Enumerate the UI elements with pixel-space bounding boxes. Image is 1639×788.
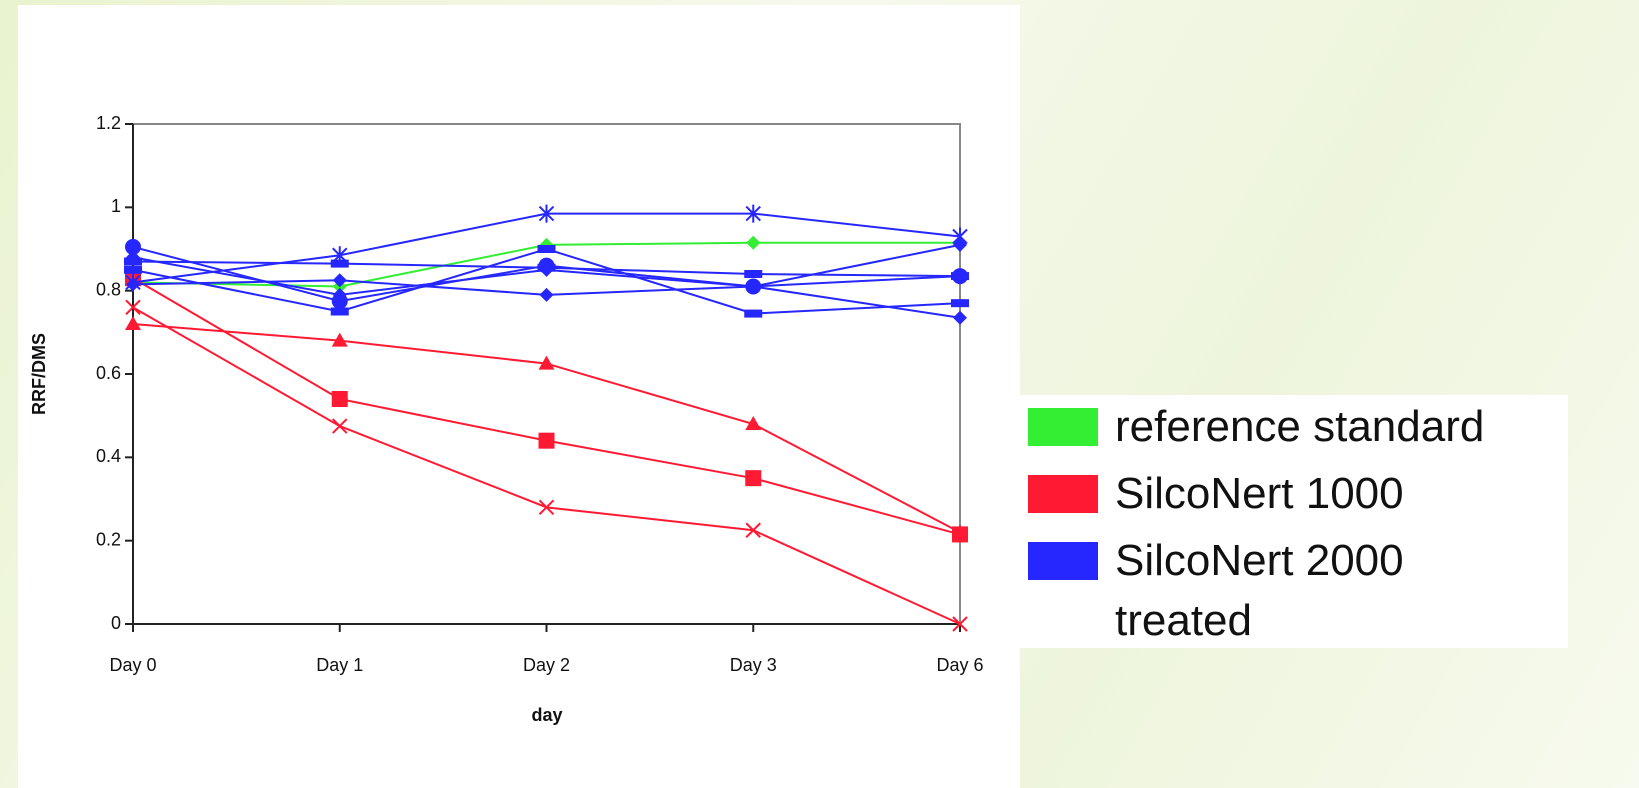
plot-frame [132, 123, 961, 625]
marker [331, 332, 348, 347]
y-tick-label: 1 [111, 196, 121, 216]
y-axis-title: RRF/DMS [29, 333, 49, 415]
marker [951, 272, 969, 281]
y-tick-label: 0.8 [96, 279, 121, 299]
marker [744, 309, 763, 318]
legend-item: SilcoNert 1000 [1020, 464, 1568, 524]
marker [745, 522, 761, 538]
marker [539, 262, 554, 277]
marker [125, 299, 141, 316]
marker [539, 287, 554, 302]
marker [332, 418, 348, 434]
x-tick-label: Day 3 [730, 655, 777, 675]
marker [745, 204, 761, 223]
marker [332, 273, 347, 288]
x-tick-label: Day 2 [523, 655, 570, 675]
legend-label: SilcoNert 1000 [1115, 469, 1404, 518]
marker [332, 287, 347, 302]
marker [538, 432, 555, 449]
x-tick-label: Day 0 [109, 655, 156, 675]
marker [126, 250, 140, 265]
marker [746, 279, 761, 294]
y-tick-label: 0.4 [96, 446, 121, 466]
marker [537, 245, 556, 253]
marker [745, 470, 762, 487]
marker [330, 259, 349, 268]
x-tick-label: Day 1 [316, 655, 363, 675]
marker [952, 526, 968, 543]
marker [331, 391, 348, 407]
marker [538, 355, 555, 370]
y-tick-label: 1.2 [96, 113, 121, 133]
marker [744, 270, 763, 278]
x-axis-title: day [531, 705, 562, 725]
legend-swatch [1028, 408, 1098, 446]
marker [745, 416, 762, 430]
marker [952, 616, 968, 632]
marker [953, 310, 967, 325]
y-tick-label: 0.6 [96, 363, 121, 383]
legend-swatch [1028, 542, 1098, 580]
marker [951, 299, 969, 308]
legend: reference standard SilcoNert 1000 SilcoNer… [1020, 395, 1568, 648]
marker [330, 307, 349, 316]
y-tick-label: 0 [111, 613, 121, 633]
marker [953, 237, 967, 252]
marker [538, 204, 555, 223]
marker [746, 235, 761, 250]
marker [126, 277, 140, 292]
y-tick-label: 0.2 [96, 529, 121, 549]
legend-swatch [1028, 475, 1098, 513]
marker [125, 316, 141, 330]
marker [538, 499, 555, 516]
chart: RRF/DMS day 0 0.2 0.4 0.6 0.8 1 1.2 Day 0 Day 1 D… [18, 5, 1020, 788]
legend-label: SilcoNert 2000 treated [1115, 536, 1404, 645]
legend-item: reference standard [1020, 397, 1568, 457]
legend-label: reference standard [1115, 402, 1485, 451]
series-line [132, 277, 961, 536]
x-tick-label: Day 6 [936, 655, 983, 675]
series-line [132, 306, 961, 625]
legend-item: SilcoNert 2000 treated [1020, 531, 1568, 651]
marker [125, 238, 141, 255]
marker [124, 265, 142, 274]
